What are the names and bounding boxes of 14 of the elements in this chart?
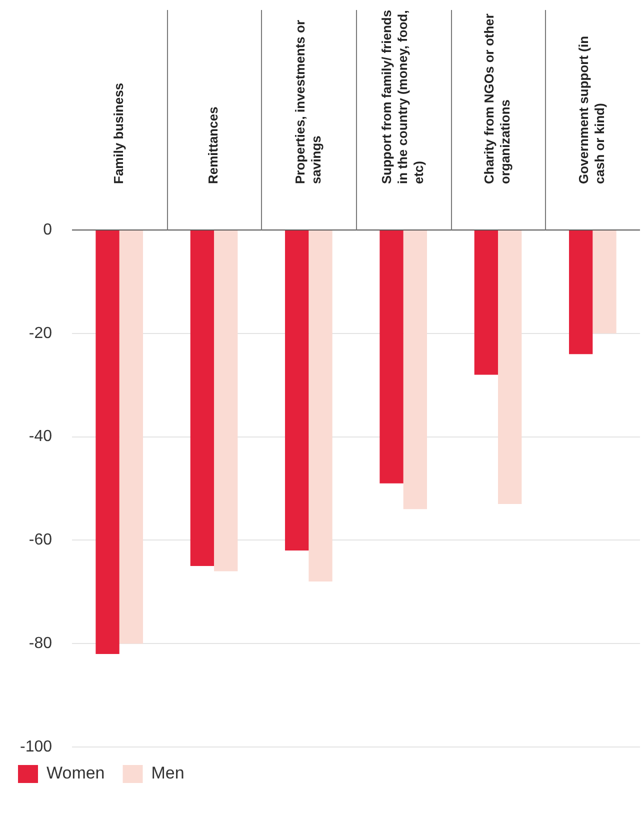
x-tick-label: Remittances — [206, 106, 221, 184]
legend-label: Men — [151, 764, 184, 783]
x-tick-label: Properties, investments or savings — [292, 20, 324, 184]
y-tick-label: -100 — [20, 738, 52, 756]
y-tick-label: -20 — [28, 324, 52, 342]
x-tick-label: Support from family/ friends in the country (money, food, etc) — [378, 10, 426, 184]
y-tick-label: -60 — [28, 532, 52, 549]
y-tick-label: -40 — [28, 428, 52, 446]
y-tick-label: -80 — [28, 635, 52, 652]
x-tick-label: Family business — [110, 82, 126, 184]
x-tick-label: Charity from NGOs or other organizations — [482, 14, 513, 184]
x-tick-label: Government support (in cash or kind) — [576, 36, 608, 184]
y-tick-label: 0 — [43, 221, 52, 238]
legend-label: Women — [46, 764, 105, 783]
